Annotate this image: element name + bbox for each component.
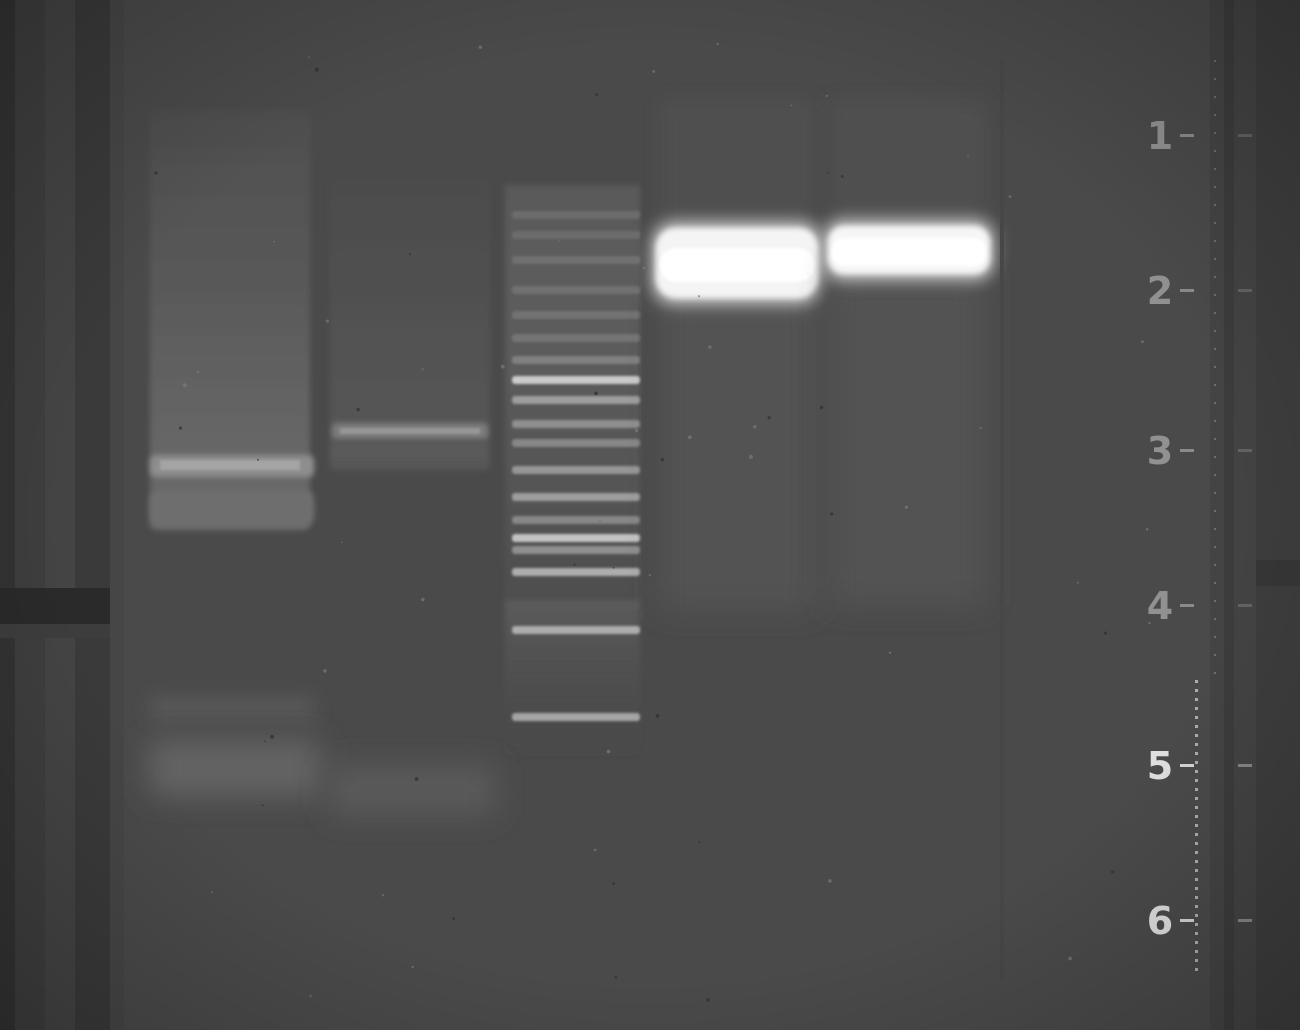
- gel-photo: 123456: [0, 0, 1300, 1030]
- gel-vignette: [0, 0, 1300, 1030]
- gel-image: 123456: [0, 0, 1300, 1030]
